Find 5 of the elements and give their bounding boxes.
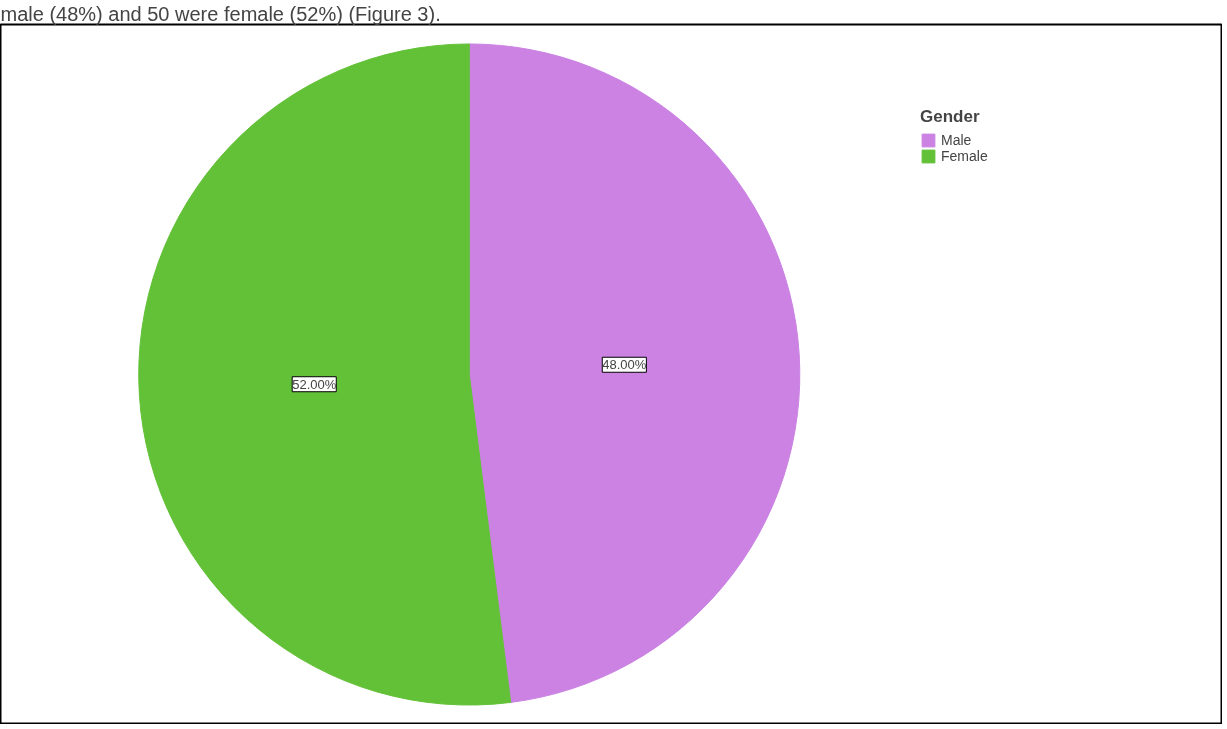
data-label: 52.00% [292, 376, 337, 392]
legend-title: Gender [920, 107, 981, 127]
legend-label: Male [941, 132, 972, 148]
legend-label: Female [941, 148, 988, 164]
text: male (48%) and 50 were female (52%) (Figure 3). [0, 2, 441, 25]
